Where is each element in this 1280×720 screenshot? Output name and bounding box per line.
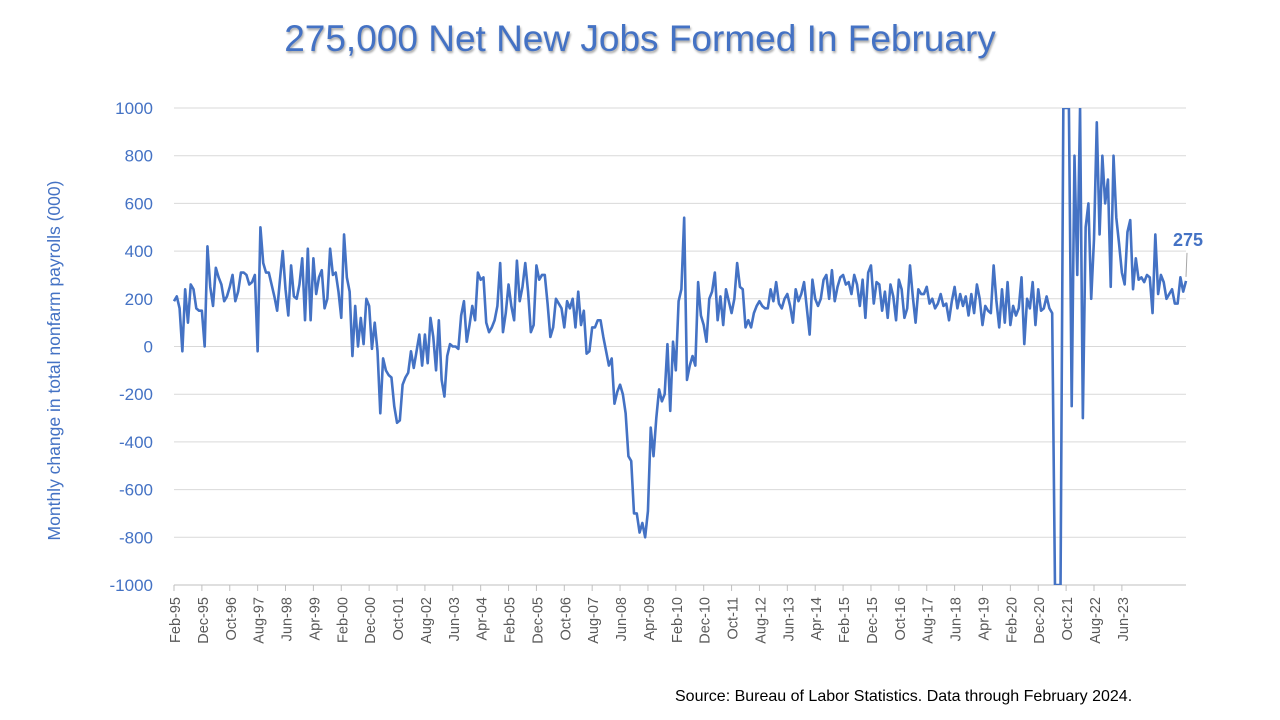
chart-title: 275,000 Net New Jobs Formed In February <box>284 18 996 59</box>
x-tick-label: Feb-15 <box>837 597 853 643</box>
x-tick-label: Apr-14 <box>809 597 825 641</box>
x-tick-label: Aug-07 <box>586 597 602 644</box>
y-axis-title: Monthly change in total nonfarm payrolls… <box>44 181 64 541</box>
y-tick-label: 200 <box>125 290 153 309</box>
y-tick-label: -800 <box>119 528 153 547</box>
x-tick-label: Feb-00 <box>335 597 351 643</box>
y-tick-label: -600 <box>119 481 153 500</box>
x-tick-label: Jun-98 <box>280 597 296 641</box>
y-tick-label: 600 <box>125 194 153 213</box>
source-note: Source: Bureau of Labor Statistics. Data… <box>675 688 1133 705</box>
x-tick-label: Jun-08 <box>614 597 630 641</box>
x-tick-label: Feb-05 <box>503 597 519 643</box>
x-tick-label: Dec-15 <box>865 597 881 644</box>
x-tick-label: Oct-01 <box>391 597 407 641</box>
x-tick-label: Jun-13 <box>781 597 797 641</box>
annotation-leader <box>1185 252 1188 277</box>
x-tick-label: Oct-06 <box>558 597 574 641</box>
x-tick-label: Apr-04 <box>475 597 491 641</box>
x-tick-label: Aug-17 <box>921 597 937 644</box>
x-tick-label: Dec-05 <box>530 597 546 644</box>
x-tick-label: Apr-19 <box>976 597 992 641</box>
x-tick-label: Dec-95 <box>196 597 212 644</box>
y-tick-label: 400 <box>125 242 153 261</box>
x-tick-label: Feb-20 <box>1004 597 1020 643</box>
x-tick-label: Aug-97 <box>252 597 268 644</box>
series-line <box>172 108 1188 585</box>
x-tick-label: Oct-11 <box>726 597 742 639</box>
y-tick-label: 1000 <box>115 99 153 118</box>
x-tick-label: Feb-95 <box>168 597 184 643</box>
x-tick-label: Jun-23 <box>1116 597 1132 641</box>
x-tick-label: Aug-22 <box>1088 597 1104 644</box>
y-tick-label: 800 <box>125 147 153 166</box>
x-tick-label: Oct-96 <box>224 597 240 641</box>
y-tick-label: 0 <box>144 338 153 357</box>
x-tick-label: Aug-12 <box>753 597 769 644</box>
x-tick-label: Oct-21 <box>1060 597 1076 641</box>
x-tick-label: Oct-16 <box>893 597 909 641</box>
y-tick-label: -200 <box>119 385 153 404</box>
x-tick-label: Feb-10 <box>670 597 686 643</box>
x-tick-label: Jun-18 <box>949 597 965 641</box>
annotation-label: 275 <box>1173 230 1203 250</box>
y-tick-label: -1000 <box>110 576 153 595</box>
x-tick-label: Dec-00 <box>363 597 379 644</box>
x-tick-label: Jun-03 <box>447 597 463 641</box>
x-tick-label: Apr-99 <box>307 597 323 641</box>
x-tick-label: Apr-09 <box>642 597 658 641</box>
x-tick-label: Dec-20 <box>1032 597 1048 644</box>
x-tick-label: Dec-10 <box>698 597 714 644</box>
x-tick-label: Aug-02 <box>419 597 435 644</box>
y-tick-label: -400 <box>119 433 153 452</box>
